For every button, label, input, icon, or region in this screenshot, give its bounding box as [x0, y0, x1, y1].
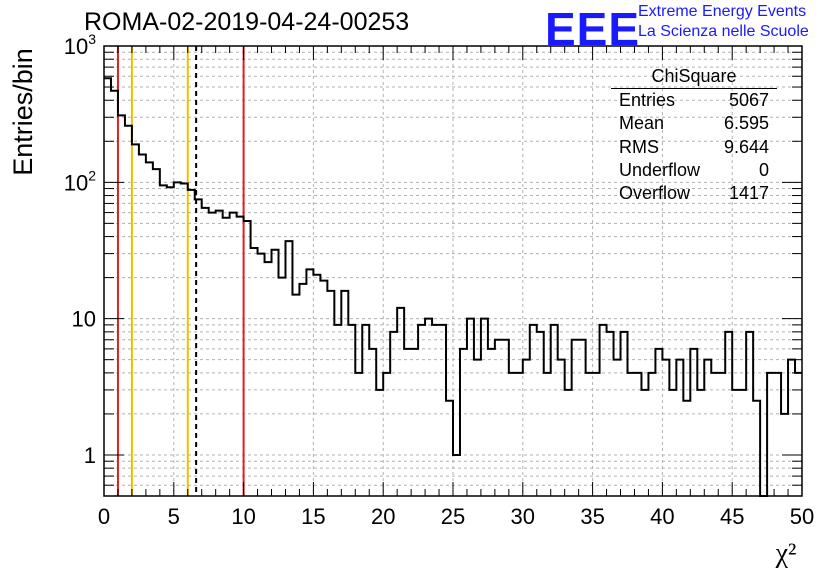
stats-value: 5067 — [728, 90, 769, 110]
stats-title: ChiSquare — [611, 66, 777, 89]
x-axis-label: χ² — [775, 538, 797, 569]
y-tick-label: 10 — [72, 307, 96, 332]
stats-row-entries: Entries 5067 — [611, 89, 777, 112]
stats-row-underflow: Underflow 0 — [611, 159, 777, 182]
logo-text-line2: La Scienza nelle Scuole — [638, 23, 809, 40]
x-tick-label: 40 — [650, 504, 674, 529]
x-tick-label: 35 — [580, 504, 604, 529]
x-tick-label: 30 — [511, 504, 535, 529]
x-tick-label: 50 — [790, 504, 814, 529]
histogram-outline — [104, 77, 802, 497]
eee-logo: EEE — [545, 3, 641, 55]
x-tick-label: 25 — [441, 504, 465, 529]
stats-box: ChiSquare Entries 5067 Mean 6.595 RMS 9.… — [611, 66, 777, 205]
x-tick-label: 15 — [301, 504, 325, 529]
stats-value: 9.644 — [723, 136, 769, 157]
stats-label: Overflow — [619, 183, 691, 204]
x-tick-label: 10 — [231, 504, 255, 529]
y-axis-label: Entries/bin — [8, 48, 38, 176]
logo-text-line1: Extreme Energy Events — [638, 3, 807, 20]
x-tick-label: 5 — [168, 504, 180, 529]
y-tick-label: 1 — [84, 443, 96, 468]
stats-value: 1417 — [728, 183, 769, 204]
stats-row-rms: RMS 9.644 — [611, 136, 777, 159]
stats-label: RMS — [619, 136, 659, 157]
stats-label: Underflow — [619, 159, 701, 180]
stats-row-overflow: Overflow 1417 — [611, 182, 777, 205]
x-tick-label: 45 — [720, 504, 744, 529]
stats-label: Mean — [619, 113, 665, 134]
x-tick-label: 20 — [371, 504, 395, 529]
run-title: ROMA-02-2019-04-24-00253 — [84, 8, 410, 36]
y-tick-label: 102 — [64, 167, 96, 195]
stats-label: Entries — [619, 90, 676, 110]
stats-value: 6.595 — [723, 113, 769, 134]
stats-value: 0 — [758, 159, 769, 180]
stats-row-mean: Mean 6.595 — [611, 112, 777, 135]
x-tick-label: 0 — [98, 504, 110, 529]
